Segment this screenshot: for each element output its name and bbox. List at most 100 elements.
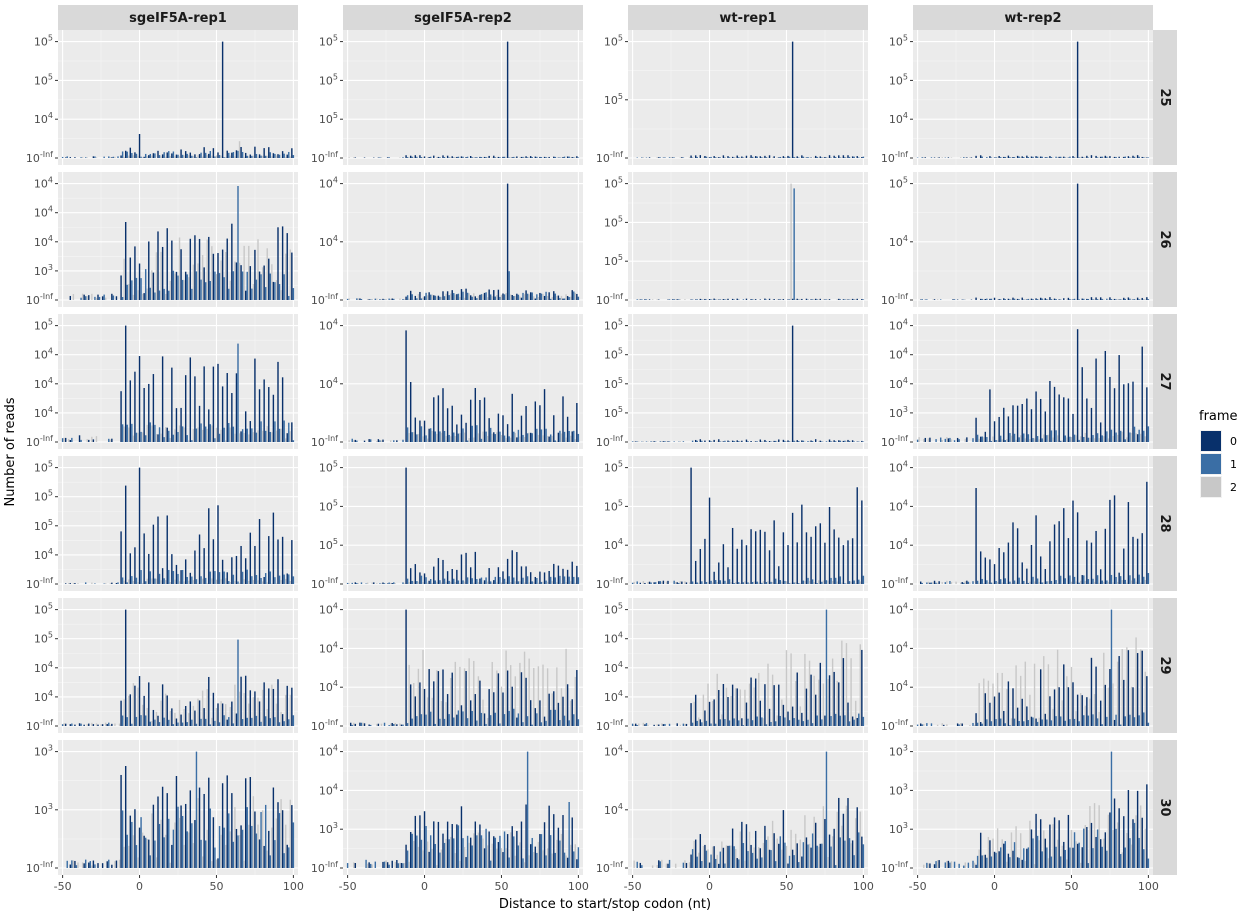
- y-tick-exponent: 3: [903, 405, 908, 414]
- bar: [188, 832, 190, 868]
- bar: [811, 440, 814, 442]
- bar: [814, 822, 817, 868]
- bar: [376, 440, 378, 442]
- bar: [577, 433, 580, 442]
- y-tick-base: 10: [34, 113, 48, 126]
- bar: [363, 723, 366, 726]
- bar: [161, 568, 164, 584]
- bar: [704, 538, 706, 584]
- bar: [851, 840, 854, 868]
- bar: [1016, 298, 1019, 300]
- bar: [235, 150, 238, 158]
- bar: [488, 689, 490, 726]
- bar: [120, 155, 122, 158]
- y-tick-base: 10: [604, 604, 618, 617]
- y-tick-label: 10-Inf: [596, 150, 623, 165]
- bar: [531, 724, 533, 726]
- bar: [707, 157, 709, 158]
- bar: [158, 427, 161, 442]
- bar: [862, 299, 865, 300]
- bar: [406, 578, 409, 584]
- bar: [417, 581, 420, 584]
- bar: [194, 235, 196, 300]
- strip-background: [1153, 30, 1177, 165]
- bar: [559, 430, 561, 442]
- bar: [280, 580, 282, 584]
- bar: [489, 427, 492, 442]
- bar: [448, 714, 450, 726]
- bar: [549, 709, 552, 726]
- bar: [489, 294, 492, 300]
- bar: [1027, 434, 1030, 442]
- bar: [704, 710, 706, 726]
- y-tick-base: 10: [604, 320, 618, 333]
- bar: [258, 154, 261, 158]
- bar: [526, 157, 529, 158]
- bar: [856, 487, 858, 584]
- bar: [244, 558, 247, 584]
- bar: [827, 857, 829, 868]
- bar: [280, 290, 282, 300]
- bar: [1036, 436, 1039, 442]
- bar: [440, 432, 443, 442]
- bar: [360, 722, 363, 726]
- bar: [690, 854, 692, 868]
- bar: [272, 512, 275, 584]
- bar: [990, 298, 993, 300]
- y-tick-label: 105: [34, 631, 53, 646]
- bar: [229, 707, 232, 726]
- bar: [1112, 157, 1114, 158]
- bar: [1144, 157, 1147, 158]
- bar: [74, 860, 76, 868]
- bar: [499, 835, 501, 868]
- bar: [1096, 718, 1099, 726]
- bar: [549, 576, 552, 584]
- bar: [565, 855, 567, 868]
- bar: [175, 408, 178, 442]
- bar: [129, 257, 132, 300]
- bar: [1118, 808, 1120, 868]
- bar: [1027, 847, 1030, 868]
- bar: [694, 560, 697, 584]
- bar: [946, 580, 948, 584]
- bar: [143, 156, 145, 158]
- bar: [845, 583, 848, 584]
- bar: [1027, 582, 1030, 584]
- bar: [446, 291, 449, 300]
- bar: [654, 582, 657, 584]
- bar: [217, 703, 219, 726]
- bar: [483, 713, 486, 726]
- bar: [131, 576, 133, 584]
- bar: [816, 583, 818, 584]
- bar: [486, 581, 489, 584]
- bar: [238, 262, 241, 300]
- y-tick-base: 10: [34, 462, 48, 475]
- bar: [529, 156, 532, 158]
- bar: [568, 297, 570, 300]
- y-tick-base: 10: [311, 720, 325, 733]
- bar: [1049, 380, 1051, 442]
- bar: [496, 670, 498, 726]
- bar: [1058, 156, 1060, 158]
- bar: [231, 152, 233, 158]
- bar: [195, 157, 198, 158]
- bar: [1070, 666, 1073, 726]
- bar: [223, 277, 225, 300]
- y-tick-exponent: -Inf: [895, 292, 908, 301]
- bar: [724, 157, 726, 158]
- bar: [539, 700, 541, 726]
- bar: [981, 578, 983, 584]
- y-tick-label: 104: [319, 602, 338, 617]
- bar: [818, 679, 820, 726]
- bar: [936, 299, 939, 300]
- bar: [708, 440, 711, 442]
- bar: [175, 564, 178, 584]
- bar: [357, 298, 360, 300]
- bar: [124, 609, 127, 726]
- bar: [862, 156, 865, 158]
- y-tick-base: 10: [596, 152, 610, 165]
- bar: [396, 440, 398, 442]
- bar: [212, 539, 215, 584]
